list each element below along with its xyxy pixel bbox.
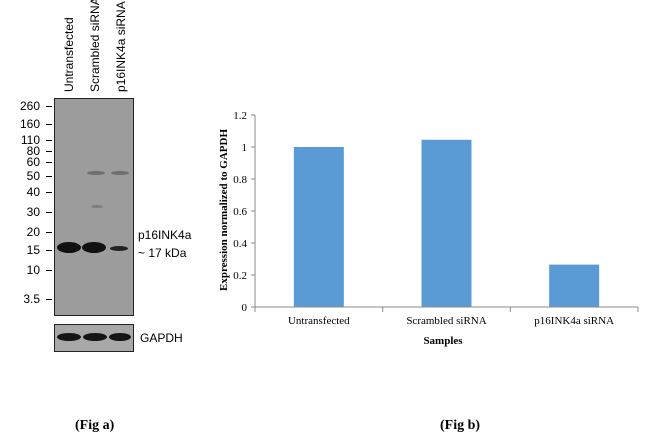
marker-label: 260 — [19, 99, 40, 113]
marker-label: 15 — [26, 243, 40, 257]
x-tick-label: p16INK4a siRNA — [534, 315, 614, 327]
y-tick-label: 1.2 — [233, 110, 247, 122]
band-size-label: ~ 17 kDa — [138, 246, 187, 260]
faint-band — [87, 171, 105, 175]
marker-tick — [46, 250, 52, 251]
y-tick-label: 0.2 — [233, 270, 247, 282]
marker-label: 110 — [20, 133, 40, 147]
marker-tick — [46, 176, 52, 177]
faint-band — [111, 171, 129, 175]
marker-tick — [46, 124, 52, 125]
marker-tick — [46, 232, 52, 233]
faint-band — [91, 205, 103, 208]
lane-label-scrambled: Scrambled siRNA — [88, 0, 102, 92]
marker-label: 20 — [26, 225, 40, 239]
y-tick-label: 0.4 — [233, 238, 247, 250]
bar-2 — [549, 264, 600, 307]
marker-label: 40 — [26, 185, 40, 199]
y-axis-label: Expression normalized to GAPDH — [218, 129, 230, 291]
y-tick-label: 0 — [242, 302, 248, 314]
marker-label: 3.5 — [23, 292, 40, 306]
marker-label: 160 — [19, 117, 40, 131]
marker-label: 10 — [26, 263, 40, 277]
band-label: p16INK4a — [138, 228, 192, 242]
x-axis: Untransfected Scrambled siRNA p16INK4a siR… — [254, 306, 639, 327]
p16-band-untransfected — [57, 242, 81, 253]
marker-label: 30 — [26, 205, 40, 219]
x-tick-label: Untransfected — [288, 315, 350, 327]
bar-0 — [293, 147, 344, 307]
marker-tick — [46, 299, 52, 300]
lane-label-p16-sirna: p16INK4a siRNA — [114, 1, 128, 92]
marker-tick — [46, 106, 52, 107]
y-tick-label: 0.6 — [233, 206, 247, 218]
marker-label: 60 — [26, 155, 40, 169]
p16-band-scrambled — [82, 242, 106, 253]
gapdh-blot — [54, 324, 134, 352]
bars — [293, 139, 600, 307]
gapdh-band — [83, 333, 107, 341]
x-tick-label: Scrambled siRNA — [406, 315, 486, 327]
blot-membrane — [54, 98, 134, 316]
marker-label: 80 — [26, 144, 40, 158]
marker-tick — [46, 140, 52, 141]
p16-band-sirna — [110, 246, 128, 251]
marker-tick — [46, 162, 52, 163]
marker-tick — [46, 151, 52, 152]
y-axis: 0 0.2 0.4 0.6 0.8 1 1.2 — [233, 110, 256, 314]
bar-1 — [421, 139, 472, 307]
caption-fig-a: (Fig a) — [75, 418, 115, 433]
caption-fig-b: (Fig b) — [440, 418, 481, 433]
marker-tick — [46, 270, 52, 271]
marker-tick — [46, 212, 52, 213]
gapdh-label: GAPDH — [140, 331, 183, 345]
y-tick-label: 1 — [242, 142, 248, 154]
marker-label: 50 — [26, 169, 40, 183]
y-tick-label: 0.8 — [233, 174, 247, 186]
gapdh-band — [109, 333, 131, 341]
x-axis-label: Samples — [423, 335, 463, 347]
lane-label-untransfected: Untransfected — [62, 17, 76, 92]
marker-tick — [46, 192, 52, 193]
gapdh-band — [57, 333, 81, 341]
